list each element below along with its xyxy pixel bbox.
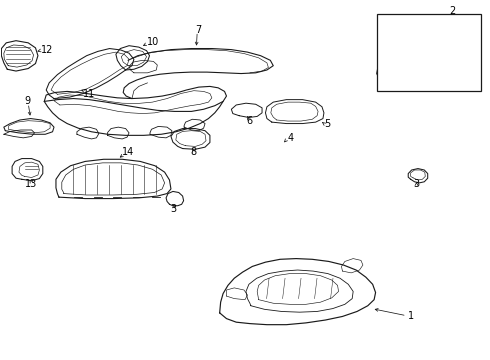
Text: 5: 5 [324, 118, 330, 129]
Text: 7: 7 [196, 25, 201, 35]
Text: 9: 9 [25, 96, 31, 107]
Text: 1: 1 [408, 311, 415, 321]
Text: 8: 8 [191, 147, 196, 157]
Text: 3: 3 [414, 179, 419, 189]
Text: 2: 2 [450, 6, 456, 17]
Bar [376, 14, 481, 91]
Text: 11: 11 [83, 89, 96, 99]
Text: 6: 6 [247, 116, 253, 126]
Text: 14: 14 [122, 147, 134, 157]
Text: 13: 13 [25, 179, 37, 189]
Text: 12: 12 [41, 45, 54, 55]
Text: 10: 10 [147, 37, 159, 48]
Text: 4: 4 [288, 133, 294, 143]
Text: 3: 3 [170, 204, 176, 214]
